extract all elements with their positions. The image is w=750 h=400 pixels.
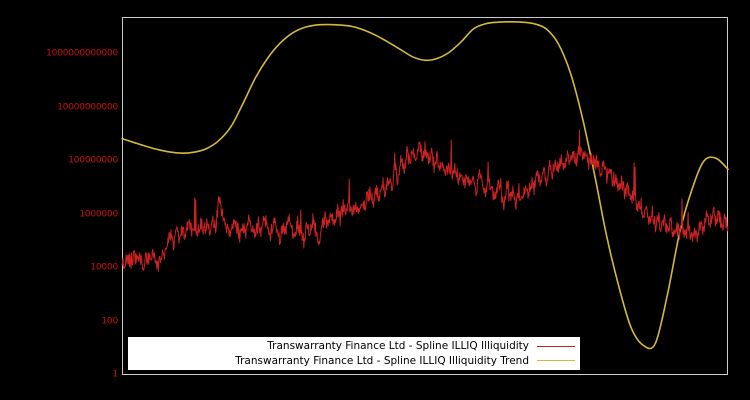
y-axis-tick-labels: 1 100 10000 1000000 100000000 10000000000 1000… [0,0,118,400]
legend-swatch-trend-icon [537,360,575,362]
legend-entry-illiq[interactable]: Transwarranty Finance Ltd - Spline ILLIQ… [129,339,579,354]
legend-entry-trend[interactable]: Transwarranty Finance Ltd - Spline ILLIQ… [129,354,579,369]
series-line-trend [121,21,729,350]
series-layer [121,21,729,350]
legend-swatch-illiq-icon [537,345,575,347]
plot-frame [122,17,728,375]
legend-label-trend: Transwarranty Finance Ltd - Spline ILLIQ… [235,354,529,367]
y-tick-label: 100 [101,316,118,327]
chart-legend[interactable]: Transwarranty Finance Ltd - Spline ILLIQ… [128,337,580,370]
y-tick-label: 100000000 [68,155,118,166]
legend-label-illiq: Transwarranty Finance Ltd - Spline ILLIQ… [267,340,529,352]
y-tick-label: 1000000000000 [46,48,118,59]
y-tick-label: 10000000000 [57,102,118,113]
series-line-illiq [121,129,729,272]
y-tick-label: 1 [112,369,118,380]
y-tick-label: 10000 [90,262,118,273]
y-tick-label: 1000000 [79,209,118,220]
